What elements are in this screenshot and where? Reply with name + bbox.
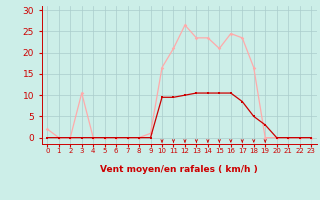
X-axis label: Vent moyen/en rafales ( km/h ): Vent moyen/en rafales ( km/h ) <box>100 165 258 174</box>
